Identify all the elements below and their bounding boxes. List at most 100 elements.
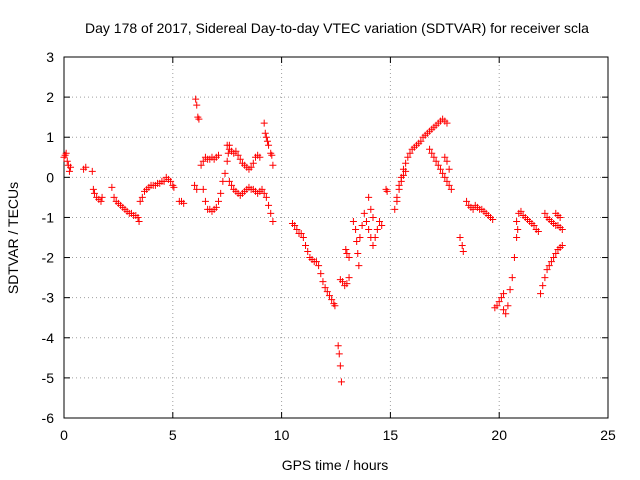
data-point [160,177,168,185]
data-point [371,234,379,241]
data-point [89,185,97,193]
data-point [495,298,503,306]
data-point [558,225,566,233]
x-tick-label: 0 [60,427,68,443]
data-point [443,119,451,127]
data-point [108,183,116,191]
data-point [504,302,512,310]
y-tick-label: 2 [46,89,54,105]
data-point [317,270,325,278]
data-point [434,161,442,169]
chart-title: Day 178 of 2017, Sidereal Day-to-day VTE… [85,20,589,36]
data-point [500,290,508,298]
data-point [337,378,345,386]
data-point [352,225,360,233]
x-tick-labels: 0 5 10 15 20 25 [60,427,616,443]
data-point [399,171,407,179]
data-point [513,234,521,241]
data-point [335,350,343,358]
data-point [552,250,560,258]
data-point [258,185,266,193]
data-point [339,278,347,286]
x-tick-label: 20 [491,427,507,443]
y-tick-label: -3 [42,290,55,306]
data-point [343,250,351,258]
data-point [304,248,312,256]
data-point [441,153,449,161]
data-point [502,310,510,318]
data-point [67,163,75,171]
data-point [404,153,412,161]
data-point [265,201,273,209]
data-point [469,205,477,213]
x-tick-label: 15 [383,427,399,443]
data-point [356,234,364,241]
y-tick-label: -5 [42,370,55,386]
data-point [514,225,522,233]
data-point [63,157,71,165]
data-point [445,181,453,189]
data-point [88,167,96,175]
data-point [267,209,275,217]
data-point [345,274,353,282]
data-point [447,185,455,193]
data-point [539,282,547,290]
data-point [236,155,244,163]
data-point [365,225,373,233]
data-point [321,284,329,292]
data-point [547,258,555,266]
data-point [393,197,401,205]
y-tick-label: 3 [46,49,54,65]
data-point [228,181,236,189]
data-point [331,302,339,310]
data-point [260,189,268,197]
data-point [269,217,277,225]
x-tick-label: 10 [274,427,290,443]
data-point [312,258,320,266]
data-point [358,221,366,229]
data-point [263,137,271,145]
y-tick-label: -4 [42,330,55,346]
data-point [497,294,505,302]
data-point [397,177,405,185]
y-tick-label: 0 [46,169,54,185]
data-point [402,167,410,175]
data-point [517,207,525,215]
data-point [291,221,299,229]
y-tick-label: -1 [42,209,55,225]
data-point [265,141,273,149]
data-point [550,254,558,262]
data-point [234,151,242,159]
data-point [65,167,73,175]
data-point [378,221,386,229]
y-tick-label: -6 [42,410,55,426]
data-point [343,280,351,288]
y-tick-label: -2 [42,250,55,266]
data-point [417,137,425,145]
data-points [60,95,566,386]
data-point [360,209,368,217]
data-point [256,153,264,161]
data-point [247,163,255,171]
data-point [262,133,270,141]
data-point [62,149,70,157]
data-point [302,242,310,250]
data-point [249,159,257,167]
data-point [299,234,307,241]
data-point [439,169,447,177]
data-point [342,246,350,254]
data-point [537,290,545,298]
data-point [510,254,518,262]
data-point [219,177,227,185]
plot-frame [63,56,609,419]
data-point [513,217,521,225]
data-point [402,159,410,167]
y-axis-label: SDTVAR / TECUs [5,182,21,294]
data-point [355,262,363,270]
data-point [365,193,373,201]
data-point [508,274,516,282]
data-point [459,248,467,256]
data-point [354,250,362,258]
data-point [262,193,270,201]
grid [64,57,608,418]
